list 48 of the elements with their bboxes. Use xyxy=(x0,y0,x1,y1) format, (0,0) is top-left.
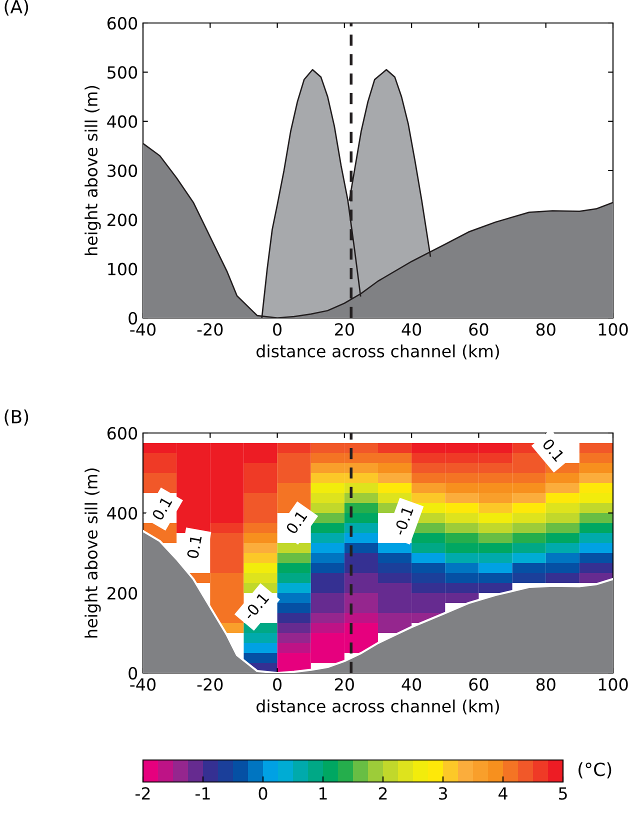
annotation: -0.1 xyxy=(393,506,414,536)
x-tick-label: 100 xyxy=(598,678,628,691)
color-bar-label: 4 xyxy=(498,787,508,800)
x-axis-title: distance across channel (km) xyxy=(256,344,499,360)
annotation: 0.1 xyxy=(151,496,172,521)
y-tick-label: 200 xyxy=(108,214,138,226)
x-tick-label: 40 xyxy=(402,678,422,691)
x-tick-label: 40 xyxy=(402,323,422,336)
x-tick-label: 80 xyxy=(536,323,556,336)
x-tick-label: -40 xyxy=(130,323,156,336)
y-tick-label: 500 xyxy=(108,66,138,79)
y-tick-label: 600 xyxy=(107,426,138,440)
chart-title: (A) xyxy=(4,0,28,16)
annotation: -0.1 xyxy=(242,592,270,621)
color-bar-label: 1 xyxy=(320,787,327,800)
y-tick-label: 400 xyxy=(107,506,138,520)
x-tick-label: 20 xyxy=(335,323,354,336)
x-tick-label: 80 xyxy=(536,678,556,691)
y-tick-label: 400 xyxy=(107,115,138,128)
x-tick-label: -40 xyxy=(130,678,156,691)
y-tick-label: 200 xyxy=(108,586,138,600)
y-tick-label: 0 xyxy=(128,312,138,325)
annotation: 0.1 xyxy=(285,510,308,535)
color-bar-label: 0 xyxy=(258,787,268,800)
chart-title: (B) xyxy=(4,410,28,426)
x-tick-label: 20 xyxy=(335,678,354,691)
x-tick-label: -20 xyxy=(197,323,223,336)
y-tick-label: 100 xyxy=(108,262,138,276)
x-tick-label: 100 xyxy=(598,323,628,336)
y-axis-title: height above sill (m) xyxy=(84,86,101,255)
y-tick-label: 0 xyxy=(128,666,138,680)
y-tick-label: 300 xyxy=(108,164,138,178)
y-tick-label: 600 xyxy=(107,16,138,30)
color-bar-title: (°C) xyxy=(578,762,612,778)
color-bar-label: -1 xyxy=(196,787,210,800)
color-bar-label: 2 xyxy=(378,787,387,800)
color-bar-label: -2 xyxy=(136,787,150,800)
x-tick-label: -20 xyxy=(197,678,223,691)
x-tick-label: 60 xyxy=(469,678,488,691)
y-axis-title: height above sill (m) xyxy=(84,468,101,638)
x-tick-label: 0 xyxy=(273,678,282,691)
annotation: 0.1 xyxy=(186,535,202,559)
color-bar-label: 3 xyxy=(438,787,447,800)
color-bar-label: 5 xyxy=(558,787,567,800)
x-tick-label: 60 xyxy=(469,323,488,336)
x-axis-title: distance across channel (km) xyxy=(256,700,499,714)
x-tick-label: 0 xyxy=(273,323,282,336)
annotation: 0.1 xyxy=(542,438,565,462)
